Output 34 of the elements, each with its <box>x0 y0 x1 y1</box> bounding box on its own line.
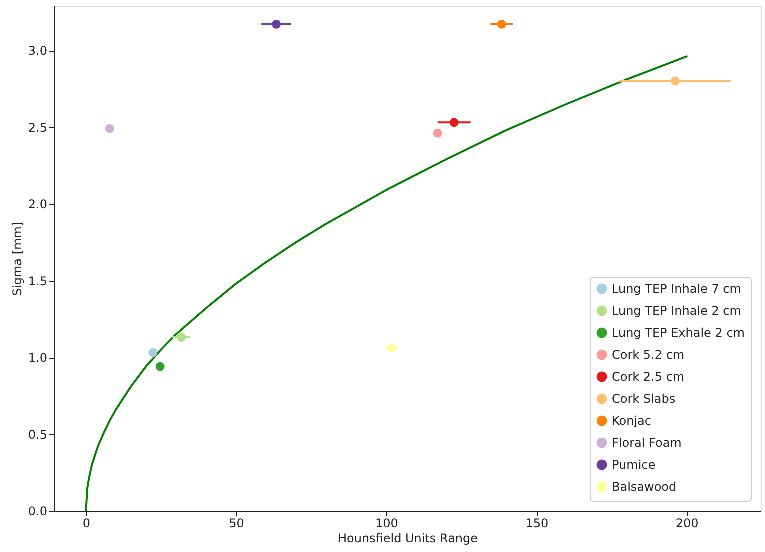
point <box>272 20 282 29</box>
legend-label: Konjac <box>612 414 652 428</box>
y-tick-label: 1.0 <box>28 351 48 366</box>
legend-label: Lung TEP Inhale 2 cm <box>612 304 742 318</box>
x-axis-title: Hounsfield Units Range <box>338 532 478 546</box>
point <box>156 362 165 372</box>
legend-label: Cork 2.5 cm <box>612 370 685 384</box>
y-tick-label: 3.0 <box>28 44 48 58</box>
point <box>105 124 114 134</box>
point <box>450 118 459 128</box>
legend-label: Lung TEP Exhale 2 cm <box>612 326 745 340</box>
y-tick-label: 1.5 <box>28 274 48 288</box>
y-axis-title: Sigma [mm] <box>10 222 24 296</box>
legend-label: Balsawood <box>612 480 677 494</box>
legend-label: Cork 5.2 cm <box>612 348 685 362</box>
point <box>387 344 396 353</box>
x-tick-label: 150 <box>526 516 549 530</box>
point <box>433 128 442 138</box>
legend-label: Pumice <box>612 458 656 472</box>
legend-label: Lung TEP Inhale 7 cm <box>612 282 742 296</box>
point <box>497 20 506 29</box>
x-tick-label: 0 <box>82 516 90 530</box>
y-tick-label: 0.0 <box>28 504 48 518</box>
x-tick-label: 100 <box>376 516 398 530</box>
legend-label: Floral Foam <box>612 436 682 450</box>
legend-label: Cork Slabs <box>612 392 676 406</box>
x-tick-label: 200 <box>676 516 699 530</box>
point <box>670 76 680 86</box>
point <box>148 348 158 358</box>
y-tick-label: 0.5 <box>28 428 48 442</box>
point <box>177 333 186 342</box>
x-tick-label: 50 <box>229 516 244 530</box>
y-tick-label: 2.5 <box>28 120 48 135</box>
y-tick-label: 2.0 <box>28 198 48 212</box>
